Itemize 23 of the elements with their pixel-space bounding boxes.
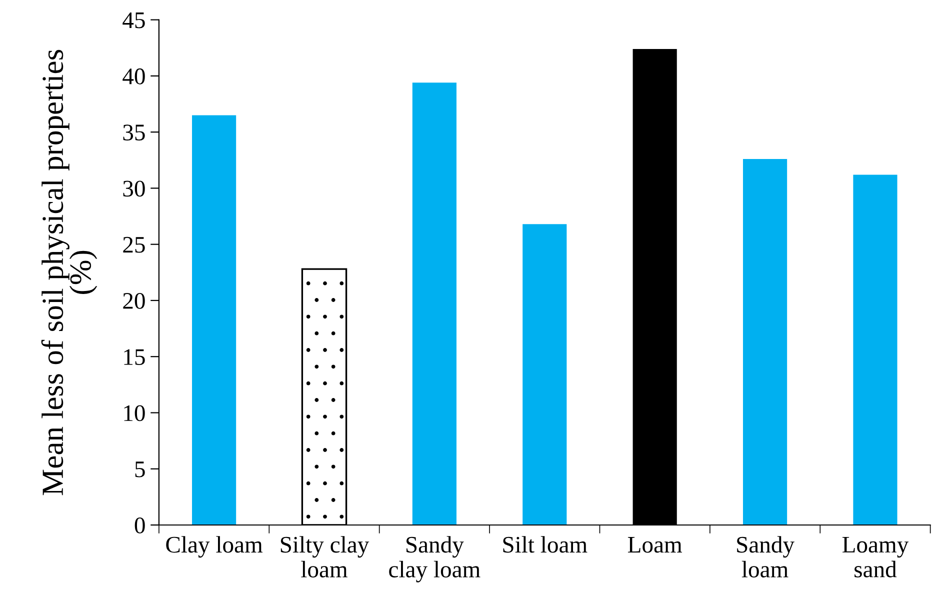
y-tick-label: 25 bbox=[123, 236, 145, 253]
x-tick-label: Silt loam bbox=[503, 536, 588, 553]
y-tick-label: 0 bbox=[134, 517, 145, 534]
y-tick-label: 40 bbox=[122, 68, 145, 84]
bar bbox=[522, 224, 567, 525]
bar bbox=[742, 159, 788, 525]
y-tick-label: 5 bbox=[135, 462, 145, 478]
x-tick-label: Clay loam bbox=[166, 536, 263, 558]
y-tick-label: 35 bbox=[123, 124, 145, 140]
x-tick-label: Loam bbox=[628, 537, 682, 553]
x-tick-label: Loamy sand bbox=[842, 536, 909, 578]
x-tick-label: Silty clay loam bbox=[280, 536, 370, 578]
y-tick-label: 45 bbox=[122, 12, 145, 28]
bar bbox=[853, 174, 898, 525]
x-tick-label: Sandy clay loam bbox=[389, 536, 480, 582]
y-axis-title: Mean less of soil physical properties (%) bbox=[41, 50, 98, 496]
bar bbox=[192, 115, 236, 525]
y-tick-label: 20 bbox=[123, 292, 145, 309]
bar bbox=[412, 82, 456, 525]
y-tick-label: 30 bbox=[123, 180, 145, 197]
y-tick-label: 15 bbox=[124, 349, 145, 366]
x-tick-label: Sandy loam bbox=[737, 536, 794, 578]
y-tick-label: 10 bbox=[124, 405, 145, 422]
